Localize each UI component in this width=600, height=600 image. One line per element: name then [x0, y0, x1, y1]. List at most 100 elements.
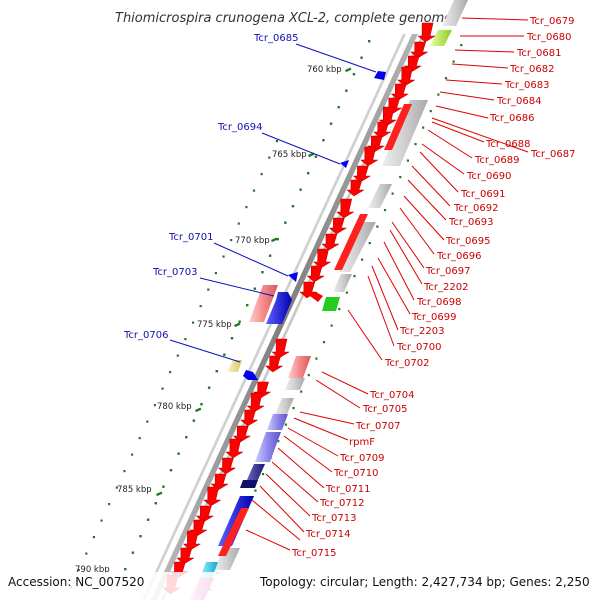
gene-label-Tcr_0707[interactable]: Tcr_0707	[355, 421, 400, 432]
leader-line	[287, 427, 339, 457]
tick-dot	[261, 271, 264, 274]
leader-line	[347, 309, 383, 361]
gene-label-Tcr_0698[interactable]: Tcr_0698	[416, 297, 461, 308]
tick-dot	[268, 156, 271, 159]
tick-dot	[215, 370, 218, 373]
gene-label-Tcr_0692[interactable]: Tcr_0692	[453, 203, 498, 214]
tick-dot	[452, 60, 455, 63]
tick-dot	[185, 436, 188, 439]
gene-label-Tcr_0696[interactable]: Tcr_0696	[436, 251, 481, 262]
gene-label-Tcr_0713[interactable]: Tcr_0713	[311, 513, 356, 524]
kbp-label: 775 kbp	[197, 320, 232, 330]
gene-label-Tcr_0699[interactable]: Tcr_0699	[411, 312, 456, 323]
gene-label-Tcr_0710[interactable]: Tcr_0710	[333, 468, 378, 479]
gene-label-Tcr_0704[interactable]: Tcr_0704	[369, 390, 414, 401]
tick-dot	[268, 254, 272, 257]
tick-dot	[184, 338, 187, 341]
tick-dot	[260, 173, 263, 176]
gene-label-Tcr_0683[interactable]: Tcr_0683	[504, 80, 549, 91]
forward-cds	[373, 121, 392, 139]
gene-label-Tcr_0689[interactable]: Tcr_0689	[474, 155, 519, 166]
gene-label-Tcr_0688[interactable]: Tcr_0688	[485, 139, 530, 150]
feature-block	[368, 184, 392, 208]
gene-label-Tcr_0681[interactable]: Tcr_0681	[516, 48, 561, 59]
leader-line	[271, 461, 319, 503]
tick-dot	[214, 272, 218, 275]
gene-label-Tcr_0694[interactable]: Tcr_0694	[217, 122, 262, 133]
footer-bar	[0, 572, 600, 600]
tick-dot	[230, 239, 233, 242]
reverse-labels: Tcr_0685 Tcr_0694 Tcr_0701 Tcr_0703 Tcr_…	[123, 33, 298, 341]
tick-dot	[292, 407, 295, 410]
forward-cds	[310, 292, 323, 302]
gene-label-Tcr_0712[interactable]: Tcr_0712	[319, 498, 364, 509]
gene-label-Tcr_0709[interactable]: Tcr_0709	[339, 453, 384, 464]
feature-block	[442, 0, 468, 26]
gene-label-rpmF[interactable]: rpmF	[349, 437, 375, 448]
gene-label-Tcr_0715[interactable]: Tcr_0715	[291, 548, 336, 559]
tick-dot	[238, 320, 241, 323]
tick-dot	[276, 238, 279, 241]
leader-line	[295, 43, 377, 73]
forward-cds	[346, 179, 365, 197]
gene-label-Tcr_0693[interactable]: Tcr_0693	[448, 217, 493, 228]
gene-label-Tcr_2203[interactable]: Tcr_2203	[399, 326, 444, 337]
gene-label-Tcr_0701[interactable]: Tcr_0701	[168, 232, 213, 243]
leader-line	[454, 49, 515, 53]
reverse-cds	[288, 272, 298, 282]
leader-line	[367, 275, 395, 347]
label-leaders	[169, 17, 529, 551]
gene-label-Tcr_0705[interactable]: Tcr_0705	[362, 404, 407, 415]
gene-label-Tcr_0706[interactable]: Tcr_0706	[123, 330, 168, 341]
tick-dot	[315, 357, 318, 360]
gene-label-Tcr_0685[interactable]: Tcr_0685	[253, 33, 298, 44]
tick-dot	[169, 469, 173, 472]
gene-label-Tcr_0703[interactable]: Tcr_0703	[152, 267, 197, 278]
map-title: Thiomicrospira crunogena XCL-2, complete…	[115, 11, 452, 26]
leader-line	[169, 339, 241, 363]
gene-label-Tcr_0687[interactable]: Tcr_0687	[530, 149, 575, 160]
leader-line	[407, 179, 447, 221]
gene-label-Tcr_2202[interactable]: Tcr_2202	[423, 282, 468, 293]
gene-label-Tcr_0680[interactable]: Tcr_0680	[526, 32, 571, 43]
tick-dot	[330, 324, 333, 327]
forward-cds	[232, 425, 252, 443]
tick-dot	[338, 308, 341, 311]
forward-cds	[384, 104, 412, 150]
tick-dot	[124, 568, 127, 571]
gene-label-Tcr_0686[interactable]: Tcr_0686	[489, 113, 534, 124]
tick-dot	[314, 155, 318, 158]
gene-label-Tcr_0702[interactable]: Tcr_0702	[384, 358, 429, 369]
gene-label-Tcr_0691[interactable]: Tcr_0691	[460, 189, 505, 200]
tick-dot	[245, 206, 248, 209]
forward-cds	[239, 409, 259, 427]
tick-dot	[322, 139, 325, 142]
tick-dot	[406, 159, 409, 162]
leader-line	[377, 257, 411, 315]
tick-dot	[146, 420, 149, 423]
gene-label-Tcr_0711[interactable]: Tcr_0711	[325, 484, 370, 495]
tick-dot	[130, 453, 134, 456]
tick-dot	[162, 485, 165, 488]
gene-label-Tcr_0690[interactable]: Tcr_0690	[466, 171, 511, 182]
feature-block	[240, 480, 258, 488]
gene-label-Tcr_0679[interactable]: Tcr_0679	[529, 16, 574, 27]
tick-dot	[77, 569, 80, 572]
gene-label-Tcr_0697[interactable]: Tcr_0697	[425, 266, 470, 277]
tick-dot	[154, 502, 157, 505]
forward-cds	[195, 505, 215, 523]
gene-label-Tcr_0714[interactable]: Tcr_0714	[305, 529, 350, 540]
tick-dot	[345, 291, 349, 294]
feature-block	[246, 464, 265, 482]
topology-text: Topology: circular; Length: 2,427,734 bp…	[259, 575, 590, 589]
accession-text: Accession: NC_007520	[8, 575, 144, 589]
gene-label-Tcr_0684[interactable]: Tcr_0684	[496, 96, 541, 107]
leader-line	[251, 499, 301, 541]
gene-label-Tcr_0695[interactable]: Tcr_0695	[445, 236, 490, 247]
leader-line	[451, 63, 509, 69]
gene-label-Tcr_0682[interactable]: Tcr_0682	[509, 64, 554, 75]
kbp-label: 770 kbp	[235, 236, 270, 246]
leader-line	[265, 473, 311, 517]
gene-label-Tcr_0700[interactable]: Tcr_0700	[396, 342, 441, 353]
